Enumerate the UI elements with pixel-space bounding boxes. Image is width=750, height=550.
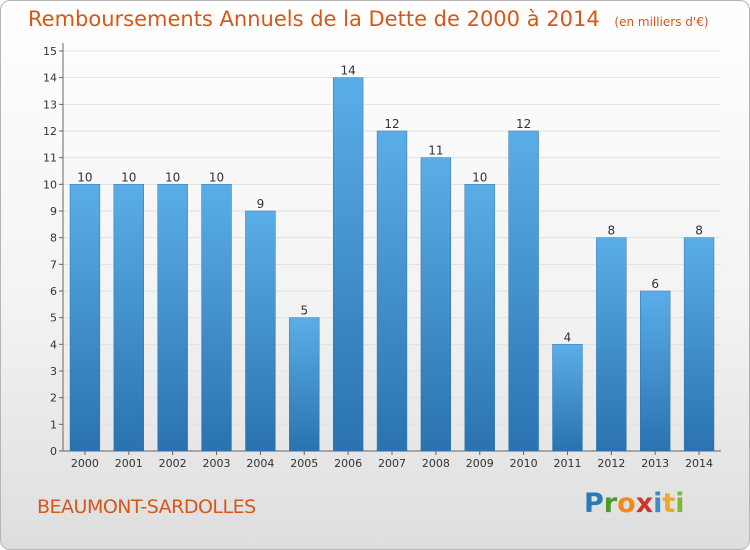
y-tick-label: 15 [43,45,57,58]
bar [245,210,276,452]
brand-logo: Proxiti [584,488,685,519]
brand-logo-letter: P [584,488,604,519]
bar [683,237,715,452]
y-tick-label: 7 [50,258,57,271]
chart-title: Remboursements Annuels de la Dette de 20… [28,7,600,31]
brand-logo-letter: x [635,488,654,519]
bar [289,317,320,452]
y-tick-label: 3 [50,365,57,378]
bar [420,157,452,452]
x-tick-label: 2009 [466,457,494,470]
x-tick-label: 2007 [378,457,406,470]
brand-logo-letter: i [653,488,663,519]
chart-title-block: Remboursements Annuels de la Dette de 20… [28,7,709,31]
y-tick-label: 2 [50,392,57,405]
data-label: 5 [300,304,308,318]
bar [464,184,495,452]
brand-logo-letter: o [617,488,636,519]
data-label: 10 [77,170,92,184]
bar [332,77,364,452]
y-tick-label: 14 [43,72,57,85]
bar [508,130,539,452]
x-tick-label: 2001 [115,457,143,470]
y-tick-label: 12 [43,125,57,138]
x-tick-label: 2010 [510,457,538,470]
data-label: 10 [121,170,136,184]
x-tick-label: 2013 [641,457,669,470]
brand-logo-letter: t [662,488,676,519]
x-tick-label: 2008 [422,457,450,470]
y-tick-label: 13 [43,98,57,111]
y-tick-label: 8 [50,232,57,245]
x-tick-label: 2003 [203,457,231,470]
x-tick-label: 2011 [553,457,581,470]
data-label: 14 [340,64,355,78]
data-label: 6 [651,277,659,291]
data-label: 8 [695,224,703,238]
y-tick-label: 5 [50,312,57,325]
data-label: 12 [516,117,531,131]
bar [376,130,408,452]
data-label: 11 [428,144,443,158]
brand-logo-letter: i [675,488,685,519]
data-label: 10 [165,170,180,184]
bar [157,184,188,452]
x-tick-label: 2006 [334,457,362,470]
y-tick-label: 6 [50,285,57,298]
bar [201,184,232,452]
data-label: 10 [209,170,224,184]
data-label: 10 [472,170,487,184]
y-tick-label: 4 [50,338,57,351]
brand-logo-letter: r [603,488,618,519]
x-tick-label: 2005 [290,457,318,470]
bar [596,237,627,452]
commune-name: BEAUMONT-SARDOLLES [37,496,256,518]
data-label: 8 [608,224,616,238]
bars [69,77,715,452]
x-tick-label: 2004 [246,457,274,470]
data-label: 9 [257,197,265,211]
x-tick-label: 2012 [597,457,625,470]
data-label: 4 [564,330,572,344]
bar [640,290,671,452]
bar [113,184,144,452]
bar [552,344,583,452]
y-tick-label: 10 [43,178,57,191]
bar [69,184,101,452]
y-tick-label: 1 [50,418,57,431]
x-tick-label: 2014 [685,457,713,470]
y-tick-label: 0 [50,445,57,458]
y-tick-label: 11 [43,152,57,165]
y-tick-label: 9 [50,205,57,218]
chart-subtitle: (en milliers d'€) [614,15,709,29]
data-label: 12 [384,117,399,131]
x-tick-label: 2000 [71,457,99,470]
x-tick-label: 2002 [159,457,187,470]
labels: 10 10 10 10 9 5 14 12 11 10 12 4 8 6 8 [77,64,703,345]
